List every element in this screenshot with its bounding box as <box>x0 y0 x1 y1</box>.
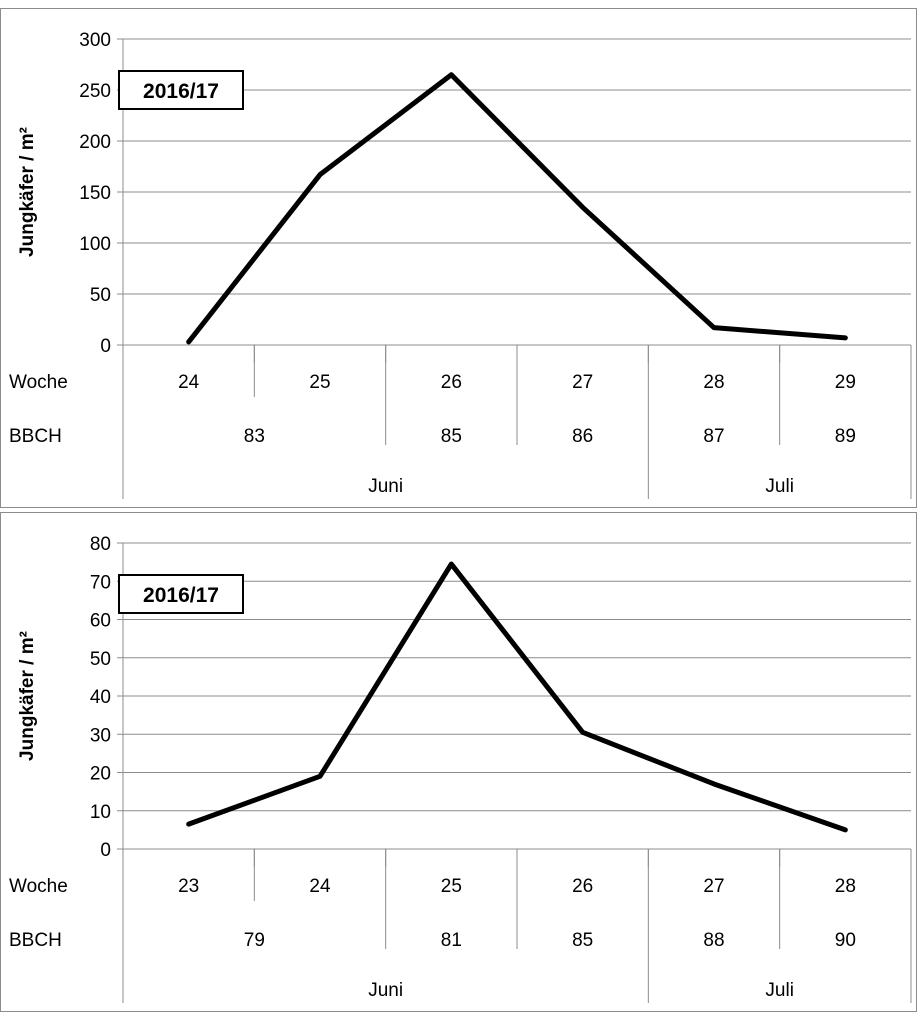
x-category-label: 26 <box>572 876 593 897</box>
y-tick-label: 50 <box>90 285 111 306</box>
row-label-woche: Woche <box>9 372 68 393</box>
y-tick-label: 70 <box>90 572 111 593</box>
y-tick-label: 0 <box>100 840 111 861</box>
series-line <box>186 561 848 833</box>
y-tick-label: 30 <box>90 725 111 746</box>
y-axis-title: Jungkäfer / m² <box>17 127 38 257</box>
x-category-label: 28 <box>703 372 724 393</box>
bbch-label: 81 <box>441 930 462 951</box>
x-category-label: 25 <box>441 876 462 897</box>
year-badge <box>118 574 244 614</box>
bbch-label: 88 <box>703 930 724 951</box>
bbch-label: 85 <box>441 426 462 447</box>
x-category-label: 23 <box>178 876 199 897</box>
x-category-label: 24 <box>309 876 331 897</box>
y-tick-label: 20 <box>90 764 111 785</box>
year-badge-label: 2016/17 <box>143 80 219 103</box>
month-label: Juli <box>765 476 794 497</box>
y-tick-label: 40 <box>90 687 111 708</box>
month-label: Juni <box>368 980 403 1001</box>
y-tick-label: 50 <box>90 649 111 670</box>
x-category-label: 28 <box>835 876 856 897</box>
bbch-label: 90 <box>835 930 856 951</box>
y-tick-label: 200 <box>79 132 111 153</box>
x-category-label: 27 <box>703 876 724 897</box>
month-label: Juli <box>765 980 794 1001</box>
x-category-label: 27 <box>572 372 593 393</box>
chart-panel-bottom: 0 10 20 30 40 50 60 70 80 Jungkäfer / m² Woche BBCH… <box>0 512 917 1012</box>
x-category-label: 26 <box>441 372 462 393</box>
bbch-label: 89 <box>835 426 856 447</box>
bbch-label: 87 <box>703 426 724 447</box>
month-label: Juni <box>368 476 403 497</box>
x-category-label: 29 <box>835 372 856 393</box>
y-axis-title: Jungkäfer / m² <box>17 631 38 761</box>
x-category-label: 25 <box>309 372 330 393</box>
chart-panel-top: 0 50 100 150 200 250 300 Jungkäfer / m² Woche BBC… <box>0 8 917 508</box>
bbch-label: 83 <box>244 426 265 447</box>
y-tick-label: 250 <box>79 81 111 102</box>
bbch-label: 86 <box>572 426 593 447</box>
y-tick-label: 300 <box>79 30 111 51</box>
y-tick-label: 100 <box>79 234 111 255</box>
bbch-label: 79 <box>244 930 265 951</box>
chart-top: 0 50 100 150 200 250 300 Jungkäfer / m² Woche BBC… <box>9 30 912 499</box>
bbch-label: 85 <box>572 930 593 951</box>
chart-bottom: 0 10 20 30 40 50 60 70 80 Jungkäfer / m² Woche BBCH… <box>9 534 912 1003</box>
y-tick-label: 150 <box>79 183 111 204</box>
row-label-bbch: BBCH <box>9 426 62 447</box>
series-line <box>186 72 848 345</box>
row-label-bbch: BBCH <box>9 930 62 951</box>
y-tick-label: 60 <box>90 611 111 632</box>
year-badge <box>118 70 244 110</box>
row-label-woche: Woche <box>9 876 68 897</box>
x-category-label: 24 <box>178 372 200 393</box>
y-tick-label: 10 <box>90 802 111 823</box>
y-tick-label: 80 <box>90 534 111 555</box>
year-badge-label: 2016/17 <box>143 584 219 607</box>
y-tick-label: 0 <box>100 336 111 357</box>
